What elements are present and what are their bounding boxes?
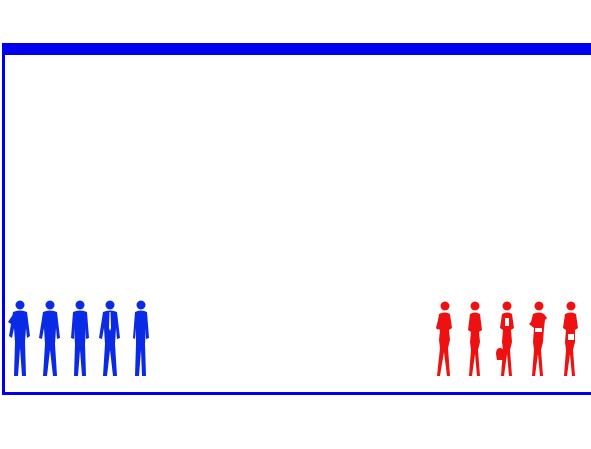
woman-silhouette-icon [529,301,547,376]
woman-silhouette-icon [563,301,578,376]
women-silhouette-group [430,298,585,380]
man-silhouette-icon [39,300,60,376]
man-silhouette-icon [71,300,89,376]
woman-silhouette-icon [496,301,514,376]
man-silhouette-icon [8,300,30,376]
woman-silhouette-icon [468,301,482,376]
man-silhouette-icon [99,300,120,376]
woman-silhouette-icon [436,301,452,376]
men-silhouette-group [6,298,156,380]
man-silhouette-icon [133,300,149,376]
